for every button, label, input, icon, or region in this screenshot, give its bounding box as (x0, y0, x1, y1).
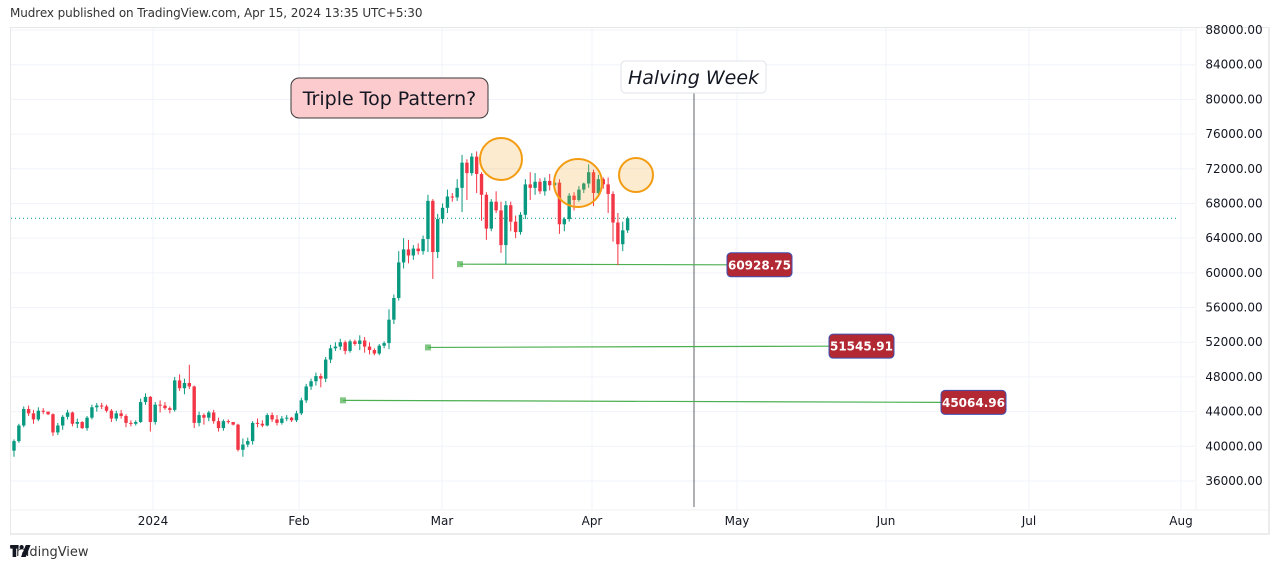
price-tick-label: 88000.00 (1205, 23, 1262, 37)
grid-lines (11, 28, 1269, 511)
halving-week-label: Halving Week (628, 67, 760, 89)
svg-text:45064.96: 45064.96 (942, 396, 1005, 410)
halving-week-callout[interactable]: Halving Week (620, 60, 767, 94)
time-tick-label: Feb (288, 514, 309, 528)
footer-brand[interactable]: TradingView (10, 545, 89, 560)
price-axis[interactable]: 88000.00 84000.00 80000.00 76000.00 72000.00… (1205, 23, 1262, 488)
price-tick-label: 84000.00 (1205, 58, 1262, 72)
published-info: Mudrex published on TradingView.com, Apr… (10, 6, 423, 20)
price-tick-label: 44000.00 (1205, 405, 1262, 419)
price-tick-label: 76000.00 (1205, 127, 1262, 141)
support-lines[interactable]: 60928.75 51545.91 45064.96 (340, 252, 1007, 415)
triple-top-label: Triple Top Pattern? (302, 88, 477, 110)
triple-top-circle[interactable] (479, 137, 523, 181)
time-axis[interactable]: 2024 Feb Mar Apr May Jun Jul Aug (138, 514, 1193, 528)
time-tick-label: Mar (431, 514, 454, 528)
price-tick-label: 48000.00 (1205, 370, 1262, 384)
chart-frame (10, 27, 1270, 535)
price-tick-label: 56000.00 (1205, 301, 1262, 315)
time-tick-label: May (725, 514, 750, 528)
price-tick-label: 60000.00 (1205, 266, 1262, 280)
price-tick-label: 68000.00 (1205, 196, 1262, 210)
triple-top-circle[interactable] (553, 158, 603, 208)
triple-top-circles[interactable] (479, 137, 654, 208)
time-tick-label: Aug (1169, 514, 1192, 528)
tradingview-logo-icon (10, 545, 31, 557)
svg-text:60928.75: 60928.75 (728, 258, 791, 272)
time-tick-label: Jun (876, 514, 896, 528)
price-tick-label: 64000.00 (1205, 231, 1262, 245)
price-tick-label: 52000.00 (1205, 335, 1262, 349)
price-tick-label: 72000.00 (1205, 162, 1262, 176)
price-tick-label: 80000.00 (1205, 92, 1262, 106)
annotations[interactable]: Triple Top Pattern? Halving Week (290, 60, 767, 119)
price-tick-label: 36000.00 (1205, 474, 1262, 488)
price-tick-label: 40000.00 (1205, 439, 1262, 453)
time-tick-label: Apr (582, 514, 603, 528)
svg-text:51545.91: 51545.91 (830, 340, 893, 354)
time-tick-label: 2024 (138, 514, 169, 528)
triple-top-circle[interactable] (618, 157, 654, 193)
triple-top-callout[interactable]: Triple Top Pattern? (290, 77, 489, 119)
support-price-label[interactable]: 60928.75 (726, 252, 793, 278)
support-price-label[interactable]: 45064.96 (940, 389, 1007, 415)
support-price-label[interactable]: 51545.91 (828, 333, 895, 359)
footer-brand-label: TradingView (10, 545, 89, 560)
time-tick-label: Jul (1021, 514, 1036, 528)
candles (12, 151, 630, 457)
